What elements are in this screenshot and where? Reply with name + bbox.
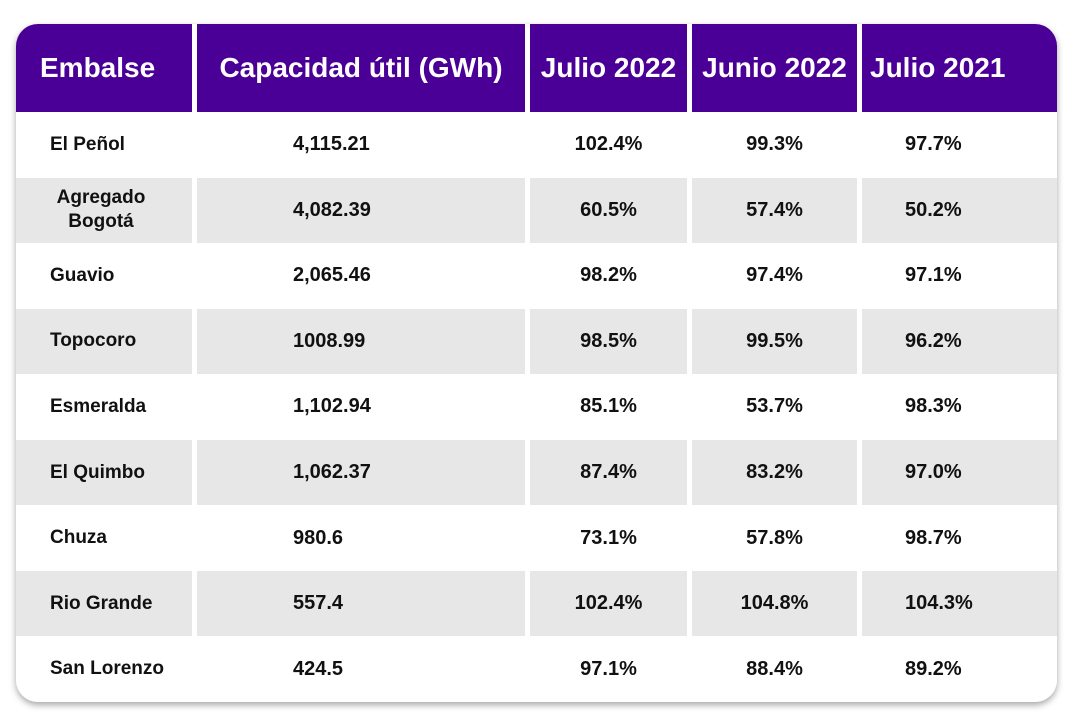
- cell-capacidad: 4,115.21: [197, 112, 530, 178]
- cell-junio-2022: 57.8%: [692, 505, 862, 571]
- cell-capacidad: 4,082.39: [197, 177, 530, 244]
- table-row: El Quimbo 1,062.37 87.4% 83.2% 97.0%: [16, 439, 1057, 506]
- cell-junio-2022: 57.4%: [692, 177, 862, 244]
- cell-capacidad: 1,062.37: [197, 439, 530, 506]
- cell-junio-2022: 53.7%: [692, 374, 862, 440]
- cell-junio-2022: 97.4%: [692, 243, 862, 309]
- table-row: Guavio 2,065.46 98.2% 97.4% 97.1%: [16, 243, 1057, 309]
- cell-embalse: Guavio: [16, 243, 197, 309]
- cell-julio-2021: 97.1%: [862, 243, 1057, 309]
- table-row: Chuza 980.6 73.1% 57.8% 98.7%: [16, 505, 1057, 571]
- cell-julio-2022: 87.4%: [530, 439, 692, 506]
- cell-julio-2022: 60.5%: [530, 177, 692, 244]
- cell-embalse: El Peñol: [16, 112, 197, 178]
- table-row: El Peñol 4,115.21 102.4% 99.3% 97.7%: [16, 112, 1057, 178]
- cell-julio-2021: 104.3%: [862, 570, 1057, 637]
- table-row: Rio Grande 557.4 102.4% 104.8% 104.3%: [16, 570, 1057, 637]
- cell-embalse: Esmeralda: [16, 374, 197, 440]
- header-row: Embalse Capacidad útil (GWh) Julio 2022 …: [16, 24, 1057, 112]
- cell-junio-2022: 99.5%: [692, 308, 862, 375]
- reservoir-table: Embalse Capacidad útil (GWh) Julio 2022 …: [16, 24, 1057, 702]
- cell-julio-2021: 98.7%: [862, 505, 1057, 571]
- cell-capacidad: 557.4: [197, 570, 530, 637]
- cell-embalse: Topocoro: [16, 308, 197, 375]
- header-julio-2021: Julio 2021: [862, 24, 1057, 112]
- cell-julio-2021: 97.0%: [862, 439, 1057, 506]
- table-row: Esmeralda 1,102.94 85.1% 53.7% 98.3%: [16, 374, 1057, 440]
- cell-capacidad: 1008.99: [197, 308, 530, 375]
- cell-capacidad: 980.6: [197, 505, 530, 571]
- header-junio-2022: Junio 2022: [692, 24, 862, 112]
- cell-julio-2022: 97.1%: [530, 636, 692, 702]
- cell-julio-2022: 98.5%: [530, 308, 692, 375]
- cell-julio-2022: 102.4%: [530, 112, 692, 178]
- cell-julio-2022: 73.1%: [530, 505, 692, 571]
- cell-julio-2021: 50.2%: [862, 177, 1057, 244]
- header-capacidad: Capacidad útil (GWh): [197, 24, 530, 112]
- cell-embalse: San Lorenzo: [16, 636, 197, 702]
- table-row: San Lorenzo 424.5 97.1% 88.4% 89.2%: [16, 636, 1057, 702]
- header-julio-2022: Julio 2022: [530, 24, 692, 112]
- cell-capacidad: 424.5: [197, 636, 530, 702]
- cell-julio-2022: 102.4%: [530, 570, 692, 637]
- cell-embalse: Rio Grande: [16, 570, 197, 637]
- cell-junio-2022: 99.3%: [692, 112, 862, 178]
- cell-embalse: Chuza: [16, 505, 197, 571]
- cell-capacidad: 1,102.94: [197, 374, 530, 440]
- table-card: Embalse Capacidad útil (GWh) Julio 2022 …: [16, 24, 1057, 702]
- cell-embalse: Agregado Bogotá: [16, 177, 197, 244]
- table-row: Agregado Bogotá 4,082.39 60.5% 57.4% 50.…: [16, 177, 1057, 244]
- cell-julio-2021: 96.2%: [862, 308, 1057, 375]
- cell-julio-2022: 85.1%: [530, 374, 692, 440]
- cell-junio-2022: 104.8%: [692, 570, 862, 637]
- cell-capacidad: 2,065.46: [197, 243, 530, 309]
- cell-embalse: El Quimbo: [16, 439, 197, 506]
- cell-julio-2021: 98.3%: [862, 374, 1057, 440]
- cell-junio-2022: 83.2%: [692, 439, 862, 506]
- cell-julio-2021: 97.7%: [862, 112, 1057, 178]
- header-embalse: Embalse: [16, 24, 197, 112]
- table-row: Topocoro 1008.99 98.5% 99.5% 96.2%: [16, 308, 1057, 375]
- cell-junio-2022: 88.4%: [692, 636, 862, 702]
- cell-julio-2021: 89.2%: [862, 636, 1057, 702]
- cell-julio-2022: 98.2%: [530, 243, 692, 309]
